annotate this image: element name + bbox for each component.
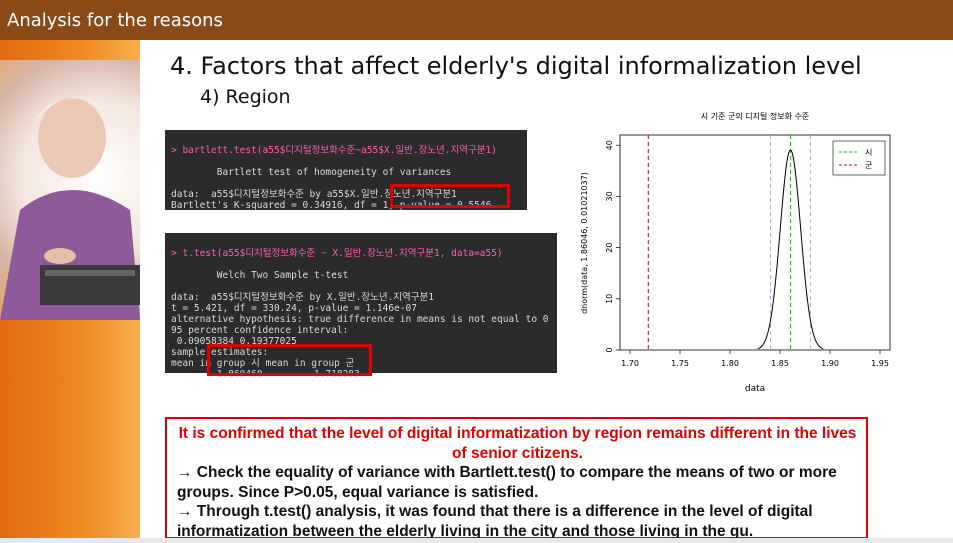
console-line: Bartlett test of homogeneity of variance… bbox=[171, 167, 452, 178]
legend-frame bbox=[832, 140, 886, 176]
console-line: ​ bbox=[171, 156, 521, 167]
density-plot: 시 기준 군의 디지털 정보화 수준 data dnorm(data, 1.86… bbox=[575, 105, 905, 395]
y-tick-label: 0 bbox=[605, 347, 614, 352]
slide-subheading: 4) Region bbox=[200, 86, 291, 108]
console-line: mean in group 시 mean in group 군 bbox=[171, 358, 355, 369]
elderly-woman-photo bbox=[0, 60, 140, 320]
console-line: > t.test(a55$디지털정보화수준 ~ X.일반.장노년.지역구분1, … bbox=[171, 248, 503, 259]
chart-title: 시 기준 군의 디지털 정보화 수준 bbox=[701, 111, 809, 121]
chart-legend: 시 군 bbox=[832, 140, 886, 176]
conclusion-box: It is confirmed that the level of digita… bbox=[165, 417, 868, 540]
console-line: alternative hypothesis: true difference … bbox=[171, 314, 549, 325]
console-line: ​ bbox=[171, 281, 551, 292]
legend-label-gun: 군 bbox=[865, 161, 872, 170]
legend-label-si: 시 bbox=[865, 148, 872, 157]
conclusion-headline: It is confirmed that the level of digita… bbox=[178, 425, 857, 462]
conclusion-bartlett: → Check the equality of variance with Ba… bbox=[177, 464, 837, 501]
console-line: t = 5.421, df = 330.24, p-value = 1.146e… bbox=[171, 303, 417, 314]
density-curve bbox=[757, 149, 824, 350]
console-line: sample estimates: bbox=[171, 347, 269, 358]
x-tick-label: 1.75 bbox=[671, 359, 689, 368]
x-tick-label: 1.90 bbox=[821, 359, 839, 368]
x-tick-label: 1.70 bbox=[621, 359, 639, 368]
header-bar: Analysis for the reasons bbox=[0, 0, 953, 40]
p-value-highlight bbox=[390, 184, 510, 208]
console-line: data: a55$디지털정보화수준 by X.일반.장노년.지역구분1 bbox=[171, 292, 434, 303]
y-tick-label: 30 bbox=[605, 191, 614, 201]
console-line: 95 percent confidence interval: bbox=[171, 325, 349, 336]
conclusion-ttest: → Through t.test() analysis, it was foun… bbox=[177, 503, 813, 540]
y-axis-label: dnorm(data, 1.86046, 0.01021037) bbox=[580, 172, 589, 314]
console-line: > bartlett.test(a55$디지털정보화수준~a55$X.일반.장노… bbox=[171, 145, 497, 156]
x-axis-label: data bbox=[745, 384, 765, 394]
bottom-bar bbox=[0, 538, 953, 543]
y-tick-label: 10 bbox=[605, 294, 614, 304]
t-test-console: > t.test(a55$디지털정보화수준 ~ X.일반.장노년.지역구분1, … bbox=[165, 233, 557, 380]
x-tick-label: 1.80 bbox=[721, 359, 739, 368]
header-title: Analysis for the reasons bbox=[7, 10, 223, 31]
x-tick-label: 1.95 bbox=[871, 359, 889, 368]
x-tick-label: 1.85 bbox=[771, 359, 789, 368]
console-line: Welch Two Sample t-test bbox=[171, 270, 349, 281]
plot-area-frame bbox=[619, 134, 891, 351]
console-line: ​ bbox=[171, 259, 551, 270]
y-tick-label: 40 bbox=[605, 140, 614, 150]
y-tick-label: 20 bbox=[605, 243, 614, 253]
slide-heading: 4. Factors that affect elderly's digital… bbox=[170, 52, 862, 80]
group-means-highlight bbox=[207, 344, 372, 376]
console-line: 0.09058384 0.19377025 bbox=[171, 336, 297, 347]
